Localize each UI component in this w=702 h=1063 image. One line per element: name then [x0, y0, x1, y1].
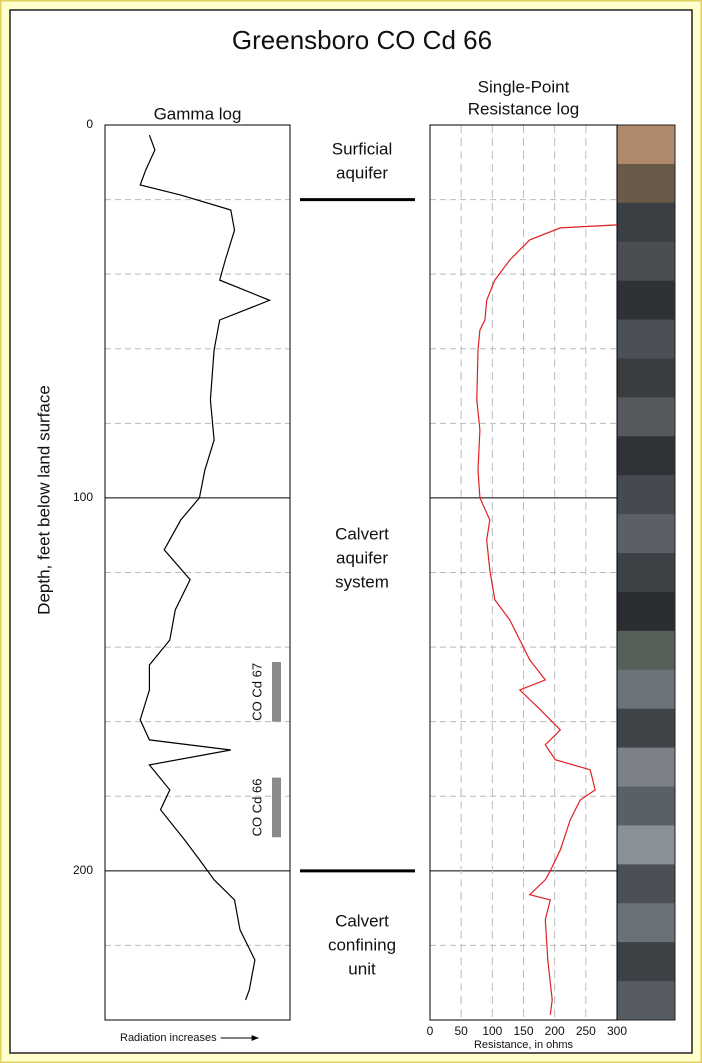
- core-segment: [617, 203, 675, 242]
- page: Greensboro CO Cd 66 Depth, feet below la…: [0, 0, 702, 1063]
- unit-label: aquifer: [336, 548, 388, 567]
- y-tick-label: 0: [86, 117, 93, 131]
- core-segment: [617, 125, 675, 164]
- unit-label: Calvert: [335, 911, 389, 930]
- unit-label: system: [335, 572, 389, 591]
- sample-interval: [272, 662, 281, 722]
- unit-label: confining: [328, 935, 396, 954]
- core-photo: [617, 125, 675, 1021]
- x-tick-label: 50: [454, 1024, 468, 1038]
- x-tick-label: 0: [427, 1024, 434, 1038]
- y-tick-label: 200: [73, 863, 93, 877]
- sample-label: CO Cd 67: [249, 663, 264, 721]
- core-segment: [617, 358, 675, 397]
- x-axis-label: Radiation increases: [120, 1032, 217, 1044]
- sample-interval: [272, 778, 281, 838]
- core-segment: [617, 709, 675, 748]
- core-segment: [617, 903, 675, 942]
- core-segment: [617, 631, 675, 670]
- unit-label: aquifer: [336, 163, 388, 182]
- core-segment: [617, 281, 675, 320]
- core-segment: [617, 164, 675, 203]
- core-segment: [617, 475, 675, 514]
- core-segment: [617, 553, 675, 592]
- x-tick-label: 150: [513, 1024, 533, 1038]
- y-tick-label: 100: [73, 490, 93, 504]
- core-segment: [617, 942, 675, 981]
- x-axis-label: Resistance, in ohms: [474, 1039, 574, 1051]
- core-segment: [617, 436, 675, 475]
- unit-label: Calvert: [335, 524, 389, 543]
- core-segment: [617, 670, 675, 709]
- panel-title: Gamma log: [154, 104, 242, 123]
- core-segment: [617, 787, 675, 826]
- core-segment: [617, 981, 675, 1020]
- core-segment: [617, 397, 675, 436]
- core-segment: [617, 864, 675, 903]
- core-segment: [617, 514, 675, 553]
- unit-label: Surficial: [332, 139, 392, 158]
- x-tick-label: 300: [607, 1024, 627, 1038]
- x-tick-label: 100: [482, 1024, 502, 1038]
- core-segment: [617, 748, 675, 787]
- panel-title: Single-Point: [478, 77, 570, 96]
- x-tick-label: 250: [576, 1024, 596, 1038]
- unit-label: unit: [348, 959, 376, 978]
- figure: Greensboro CO Cd 66 Depth, feet below la…: [0, 0, 702, 1063]
- panel-title: Resistance log: [468, 99, 580, 118]
- core-segment: [617, 320, 675, 359]
- x-tick-label: 200: [545, 1024, 565, 1038]
- core-segment: [617, 242, 675, 281]
- core-segment: [617, 592, 675, 631]
- y-axis-label: Depth, feet below land surface: [34, 385, 53, 615]
- core-segment: [617, 825, 675, 864]
- title: Greensboro CO Cd 66: [232, 25, 492, 55]
- sample-label: CO Cd 66: [249, 779, 264, 837]
